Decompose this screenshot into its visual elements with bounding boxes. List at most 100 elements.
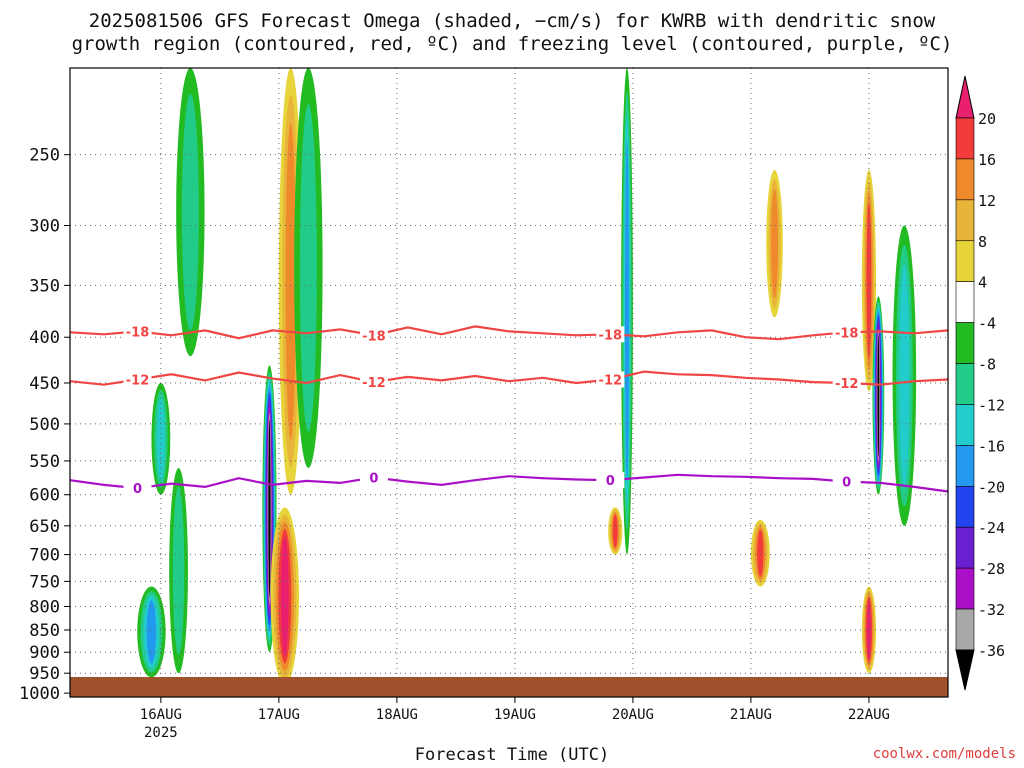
colorbar-label: -36 — [978, 642, 1005, 660]
contour-lines: -18 -18 -18 -18 -12 -12 -12 -12 0 0 0 0 — [69, 323, 949, 497]
y-tick-label: 300 — [29, 216, 60, 236]
contour-label: -18 — [599, 328, 623, 343]
y-tick-label: 800 — [29, 597, 60, 617]
omega-blob — [867, 600, 871, 660]
y-tick-label: 400 — [29, 328, 60, 348]
colorbar-label: -16 — [978, 437, 1005, 455]
colorbar-swatch — [955, 526, 975, 569]
omega-shading — [137, 67, 917, 686]
contour-line — [69, 473, 949, 493]
contour-label: 0 — [369, 472, 378, 487]
colorbar-swatch — [955, 199, 975, 242]
colorbar-label: -32 — [978, 601, 1005, 619]
y-tick-label: 900 — [29, 643, 60, 663]
y-tick-label: 600 — [29, 486, 60, 506]
colorbar-swatch — [955, 567, 975, 610]
ground-fill — [70, 677, 948, 697]
omega-blob — [181, 93, 199, 331]
colorbar-label: 20 — [978, 110, 996, 128]
omega-blob — [771, 188, 779, 299]
colorbar-label: 16 — [978, 151, 996, 169]
contour-label: 0 — [842, 476, 851, 491]
omega-blob — [285, 122, 296, 440]
contour-label-bg — [832, 324, 861, 341]
colorbar-label: 4 — [978, 274, 987, 292]
contour-label-bg — [123, 323, 152, 340]
contour-label-bg — [832, 374, 861, 391]
omega-blob — [899, 264, 910, 488]
y-tick-label: 450 — [29, 374, 60, 394]
omega-blob — [268, 419, 271, 598]
x-tick-label: 16AUG — [140, 707, 182, 723]
contour-label-bg — [359, 327, 388, 344]
y-tick-label: 950 — [29, 664, 60, 684]
colorbar-label: 12 — [978, 192, 996, 210]
colorbar-label: 8 — [978, 233, 987, 251]
colorbar-bottom-arrow — [955, 649, 975, 691]
ground-surface — [70, 677, 948, 697]
y-tick-label: 250 — [29, 146, 60, 166]
colorbar-label: -28 — [978, 560, 1005, 578]
colorbar-swatch — [955, 363, 975, 405]
x-year-label: 2025 — [144, 725, 178, 741]
plot-background — [70, 68, 948, 697]
y-tick-label: 500 — [29, 415, 60, 435]
omega-blob — [757, 529, 764, 577]
contour-label-bg — [596, 371, 625, 388]
x-tick-label: 22AUG — [848, 707, 890, 723]
omega-blob — [299, 103, 317, 432]
contour-label-bg — [359, 469, 388, 486]
y-tick-label: 350 — [29, 276, 60, 296]
contour-line — [69, 325, 949, 341]
y-tick-label: 650 — [29, 517, 60, 537]
colorbar-label: -12 — [978, 396, 1005, 414]
contour-label-bg — [832, 473, 861, 490]
contour-label-bg — [123, 480, 152, 497]
colorbar-label: -24 — [978, 519, 1005, 537]
contour-label: 0 — [606, 474, 615, 489]
colorbar-swatch — [955, 322, 975, 364]
contour-label: -12 — [835, 377, 859, 392]
contour-line — [69, 370, 949, 386]
x-axis-ticks: 16AUG 17AUG 18AUG 19AUG 20AUG 21AUG 22AUG 2025 — [140, 697, 890, 741]
x-tick-label: 17AUG — [258, 707, 300, 723]
contour-label: -18 — [835, 326, 859, 341]
colorbar-label: -8 — [978, 356, 996, 374]
omega-blob — [612, 514, 618, 548]
contour-label: -12 — [599, 374, 623, 389]
omega-blob — [172, 486, 185, 655]
omega-blob — [146, 600, 157, 664]
colorbar-swatch — [955, 486, 975, 528]
x-tick-label: 20AUG — [612, 707, 654, 723]
site-credit: coolwx.com/models — [872, 746, 1016, 762]
y-tick-label: 750 — [29, 572, 60, 592]
contour-label-bg — [596, 326, 625, 343]
x-tick-label: 19AUG — [494, 707, 536, 723]
colorbar-swatch — [955, 445, 975, 487]
colorbar: 20 16 12 8 4 -4 -8 -12 -16 -20 -24 -28 -32 -36 — [955, 75, 1005, 691]
contour-label: -18 — [362, 329, 386, 344]
chart-title-line1: 2025081506 GFS Forecast Omega (shaded, −… — [88, 10, 936, 32]
x-tick-label: 18AUG — [376, 707, 418, 723]
x-tick-label: 21AUG — [730, 707, 772, 723]
contour-label-bg — [596, 472, 625, 489]
contour-label-bg — [359, 374, 388, 391]
colorbar-swatch — [955, 240, 975, 282]
chart-title-line2: growth region (contoured, red, ºC) and f… — [71, 33, 953, 55]
contour-label: -18 — [126, 325, 150, 340]
colorbar-label: -4 — [978, 315, 996, 333]
colorbar-label: -20 — [978, 478, 1005, 496]
contour-label-bg — [123, 371, 152, 388]
colorbar-swatch — [955, 158, 975, 201]
contour-label: 0 — [133, 482, 142, 497]
colorbar-top-arrow — [955, 75, 975, 119]
contour-label: -12 — [126, 374, 150, 389]
colorbar-swatch — [955, 117, 975, 160]
x-axis-label: Forecast Time (UTC) — [414, 745, 610, 765]
omega-blob — [280, 536, 289, 657]
contour-label: -12 — [362, 376, 386, 391]
y-axis-ticks: 2503003504004505005506006507007508008509… — [19, 146, 70, 704]
y-tick-label: 700 — [29, 546, 60, 566]
omega-blob — [877, 333, 880, 458]
